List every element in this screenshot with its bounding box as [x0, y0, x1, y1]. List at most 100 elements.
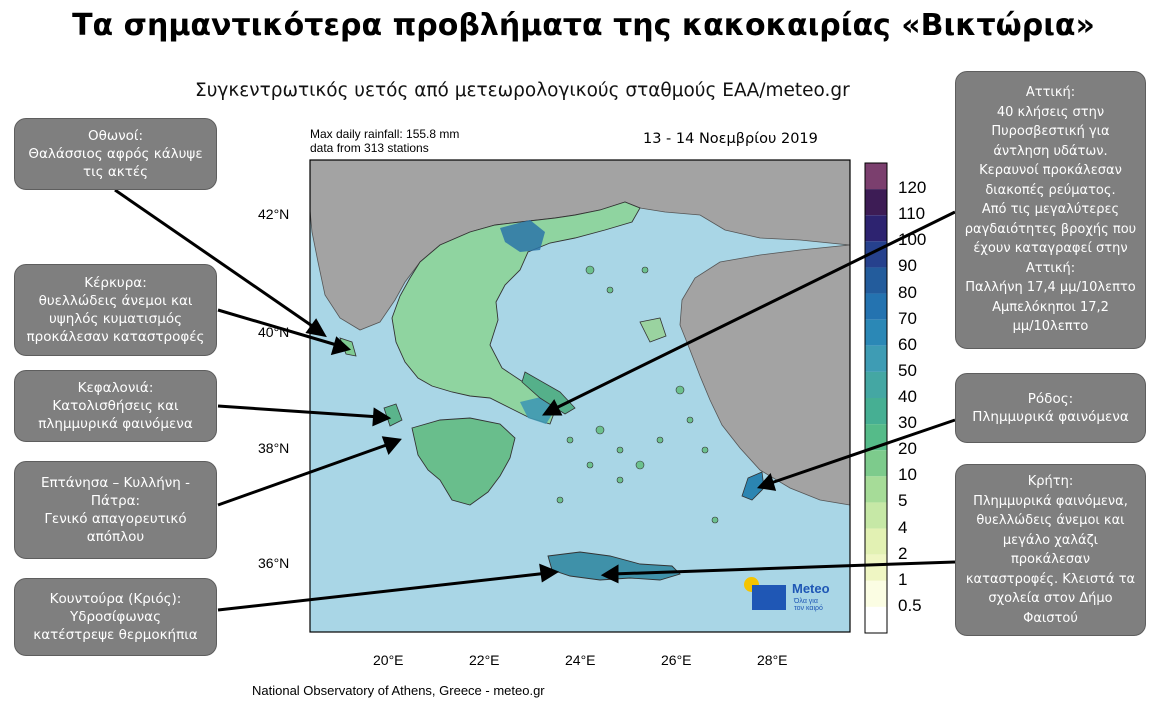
colorbar-frame	[864, 162, 888, 634]
colorbar-tick-label: 40	[898, 387, 917, 406]
map-wet-thrace	[500, 220, 545, 252]
footer-credit: National Observatory of Athens, Greece -…	[252, 683, 545, 698]
page-title: Τα σημαντικότερα προβλήματα της κακοκαιρ…	[72, 8, 1095, 43]
callout-rodos: Ρόδος: Πλημμυρικά φαινόμενα	[955, 373, 1146, 443]
arrow-kerkyra	[217, 308, 341, 348]
callout-attiki-text: Αττική: 40 κλήσεις στην Πυροσβεστική για…	[964, 85, 1137, 335]
colorbar-segment	[865, 450, 887, 477]
map-kefalonia	[383, 403, 403, 427]
colorbar-tick-label: 60	[898, 334, 917, 354]
arrow-eptanisa	[217, 441, 393, 507]
colorbar-tick-label: 1	[898, 569, 908, 589]
callout-kriti: Κρήτη: Πλημμυρικά φαινόμενα, θυελλώδεις …	[955, 464, 1146, 636]
arrowhead-eptanisa	[381, 436, 402, 455]
colorbar-segment	[865, 319, 887, 346]
colorbar-tick-label: 80	[898, 282, 917, 302]
colorbar-tick-label: 120	[898, 178, 927, 198]
map-frame	[309, 159, 851, 633]
map-lesbos	[639, 317, 667, 343]
callout-eptanisa: Επτάνησα – Κυλλήνη - Πάτρα: Γενικό απαγο…	[14, 461, 217, 559]
arrowhead-attiki	[542, 399, 563, 416]
callout-kefalonia: Κεφαλονιά: Κατολισθήσεις και πλημμυρικά …	[14, 370, 217, 442]
colorbar-tick-label: 0.5	[898, 595, 922, 615]
colorbar-tick-label: 70	[898, 308, 917, 328]
colorbar-tick-label: 10	[898, 465, 917, 485]
arrowhead-rodos	[756, 473, 777, 491]
map-aegean-islands	[556, 265, 719, 524]
callout-kountoura: Κουντούρα (Κριός): Υδροσίφωνας κατέστρεψ…	[14, 578, 217, 656]
arrowhead-kerkyra	[330, 336, 352, 356]
callout-kerkyra: Κέρκυρα: θυελλώδεις άνεμοι και υψηλός κυ…	[14, 264, 217, 356]
callout-kountoura-text: Κουντούρα (Κριός): Υδροσίφωνας κατέστρεψ…	[33, 591, 198, 643]
colorbar-segment	[865, 371, 887, 398]
lon-label-28: 28°E	[757, 652, 788, 668]
colorbar-segment	[865, 580, 887, 607]
colorbar-tick-label: 30	[898, 413, 917, 433]
colorbar-tick-label: 100	[898, 230, 927, 250]
colorbar-tick-label: 2	[898, 543, 908, 563]
stations-count-text: data from 313 stations	[310, 141, 429, 155]
colorbar-tick-label: 90	[898, 256, 917, 276]
callout-othonoi-text: Οθωνοί: Θαλάσσιος αφρός κάλυψε τις ακτές	[28, 128, 203, 180]
colorbar-tick-label: 5	[898, 491, 908, 511]
arrow-kefalonia	[217, 404, 381, 419]
lon-label-20: 20°E	[373, 652, 404, 668]
colorbar-segment	[865, 502, 887, 529]
logo-tagline: Όλα για τον καιρό	[794, 598, 823, 612]
arrow-attiki	[551, 210, 956, 412]
colorbar-segment	[865, 528, 887, 555]
map-subtitle: Συγκεντρωτικός υετός από μετεωρολογικούς…	[195, 80, 850, 101]
colorbar-tick-label: 110	[898, 204, 926, 224]
colorbar-segment	[865, 554, 887, 581]
callout-attiki: Αττική: 40 κλήσεις στην Πυροσβεστική για…	[955, 71, 1146, 349]
arrowhead-kefalonia	[372, 407, 392, 427]
map-rhodes	[741, 471, 765, 501]
colorbar-segment	[865, 476, 887, 503]
arrow-rodos	[767, 418, 956, 486]
callout-othonoi: Οθωνοί: Θαλάσσιος αφρός κάλυψε τις ακτές	[14, 118, 217, 190]
date-range: 13 - 14 Νοεμβρίου 2019	[643, 131, 818, 147]
callout-kerkyra-text: Κέρκυρα: θυελλώδεις άνεμοι και υψηλός κυ…	[26, 275, 205, 345]
lat-label-42: 42°N	[258, 206, 290, 222]
colorbar-tick-label: 20	[898, 439, 917, 459]
lat-label-36: 36°N	[258, 555, 290, 571]
max-rainfall-text: Max daily rainfall: 155.8 mm	[310, 127, 460, 141]
colorbar-segment	[865, 189, 887, 216]
arrow-kountoura	[217, 571, 549, 612]
logo-brand: Meteo	[792, 581, 830, 596]
map-wet-attica	[520, 396, 555, 424]
colorbar-segment	[865, 267, 887, 294]
arrow-othonoi	[114, 188, 319, 332]
logo-mark-icon	[752, 585, 786, 610]
arrowhead-kountoura	[539, 563, 560, 583]
map-peloponnese	[411, 417, 516, 506]
colorbar-segment	[865, 163, 887, 190]
arrow-kriti	[611, 560, 956, 576]
colorbar-segment	[865, 606, 887, 633]
lat-label-38: 38°N	[258, 440, 290, 456]
callout-kriti-text: Κρήτη: Πλημμυρικά φαινόμενα, θυελλώδεις …	[965, 474, 1136, 626]
colorbar-segment	[865, 293, 887, 320]
colorbar-segment	[865, 345, 887, 372]
colorbar-tick-label: 4	[898, 517, 908, 537]
lon-label-24: 24°E	[565, 652, 596, 668]
meteo-logo: Meteo Όλα για τον καιρό	[742, 577, 852, 615]
callout-kefalonia-text: Κεφαλονιά: Κατολισθήσεις και πλημμυρικά …	[38, 380, 193, 432]
colorbar-segment	[865, 398, 887, 425]
callout-arrows	[114, 188, 956, 612]
callout-rodos-text: Ρόδος: Πλημμυρικά φαινόμενα	[972, 391, 1129, 425]
arrowhead-kriti	[600, 564, 619, 584]
colorbar-tick-label: 50	[898, 360, 917, 380]
map-info: Max daily rainfall: 155.8 mm data from 3…	[310, 127, 459, 155]
map-greece-mainland	[391, 201, 641, 425]
lon-label-22: 22°E	[469, 652, 500, 668]
colorbar-segment	[865, 215, 887, 242]
map-turkey	[679, 244, 851, 506]
arrowhead-othonoi	[305, 318, 327, 338]
colorbar	[864, 162, 888, 634]
map-euboea	[521, 371, 576, 415]
callout-eptanisa-text: Επτάνησα – Κυλλήνη - Πάτρα: Γενικό απαγο…	[40, 475, 191, 545]
lat-label-40: 40°N	[258, 324, 290, 340]
lon-label-26: 26°E	[661, 652, 692, 668]
